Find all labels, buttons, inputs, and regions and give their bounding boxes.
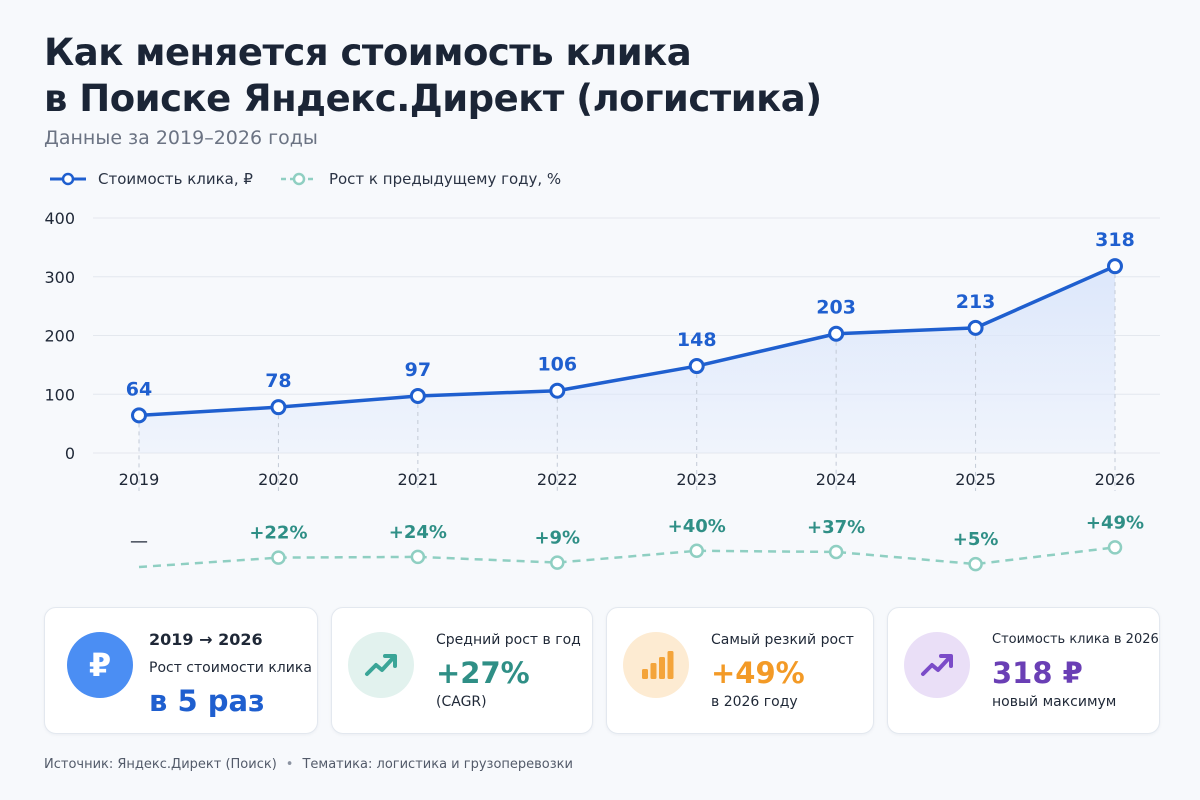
legend-marker-cost <box>50 172 86 186</box>
chart-title-line-1: Как меняется стоимость клика <box>44 31 692 74</box>
legend-marker-growth <box>280 172 317 186</box>
trend-up-icon <box>904 632 970 698</box>
card-4-caption: Стоимость клика в 2026 <box>992 632 1159 647</box>
cost-point-2021 <box>409 388 426 405</box>
card-4-value: 318 ₽ <box>992 656 1083 690</box>
cost-point-2020 <box>270 399 287 416</box>
x-tick-label: 2023 <box>676 470 717 489</box>
footer-topic: Тематика: логистика и грузоперевозки <box>302 757 573 772</box>
cost-data-label: 213 <box>956 291 996 313</box>
y-tick-label: 400 <box>44 209 75 228</box>
y-tick-label: 100 <box>44 385 75 404</box>
cost-point-2026 <box>1107 258 1123 275</box>
growth-point-2023 <box>689 543 704 559</box>
footer-separator: • <box>285 757 294 772</box>
chart-title-line-2: в Поиске Яндекс.Директ (логистика) <box>44 77 822 120</box>
card-2-sub: (CAGR) <box>436 694 487 710</box>
chart-title: Как меняется стоимость клика в Поиске Ян… <box>44 30 822 122</box>
summary-card-cost-2026: Стоимость клика в 2026 318 ₽ новый макси… <box>887 607 1160 734</box>
card-1-value: в 5 раз <box>149 684 265 718</box>
summary-card-total-growth: ₽ 2019 → 2026 Рост стоимости клика в 5 р… <box>44 607 318 734</box>
cost-data-label: 203 <box>816 297 856 319</box>
cost-data-label: 148 <box>677 329 717 351</box>
legend: Стоимость клика, ₽ Рост к предыдущему го… <box>48 170 561 188</box>
x-tick-label: 2025 <box>955 470 996 489</box>
card-3-caption: Самый резкий рост <box>711 632 854 648</box>
growth-data-label: +37% <box>807 517 865 538</box>
x-tick-label: 2019 <box>119 470 160 489</box>
x-tick-label: 2026 <box>1095 470 1136 489</box>
x-tick-label: 2020 <box>258 470 299 489</box>
footer-source: Источник: Яндекс.Директ (Поиск) <box>44 757 277 772</box>
footer: Источник: Яндекс.Директ (Поиск) • Тематика… <box>44 757 573 772</box>
line-chart: 0 100 200 300 400 2019 2020 2021 2022 2023 2024 202… <box>44 209 1160 572</box>
cost-point-2019 <box>131 407 147 424</box>
bar-chart-icon <box>623 632 689 698</box>
ruble-icon: ₽ <box>67 632 133 698</box>
growth-data-label: +40% <box>668 516 726 537</box>
y-tick-label: 300 <box>44 268 75 287</box>
growth-point-2020 <box>271 550 286 565</box>
growth-series-line <box>138 546 1116 569</box>
legend-item-growth: Рост к предыдущему году, % <box>279 170 561 188</box>
growth-data-label: +9% <box>534 528 580 549</box>
legend-label-cost: Стоимость клика, ₽ <box>98 170 253 188</box>
growth-data-label: +5% <box>953 529 999 550</box>
cost-data-label: 106 <box>537 354 577 376</box>
cost-data-label: 97 <box>405 359 431 381</box>
cost-point-2022 <box>549 382 566 399</box>
cost-point-2025 <box>967 319 984 336</box>
x-tick-label: 2024 <box>816 470 857 489</box>
card-1-period: 2019 → 2026 <box>149 630 263 649</box>
card-4-sub: новый максимум <box>992 694 1117 710</box>
cost-point-2024 <box>828 325 845 342</box>
summary-card-max-growth: Самый резкий рост +49% в 2026 году <box>606 607 874 734</box>
growth-data-label: +22% <box>249 523 307 544</box>
x-tick-label: 2021 <box>397 470 438 489</box>
trend-up-icon <box>348 632 414 698</box>
growth-data-label: — <box>130 531 148 552</box>
card-2-value: +27% <box>436 656 530 690</box>
growth-data-label: +24% <box>389 522 447 543</box>
growth-point-2022 <box>550 555 565 570</box>
growth-point-2025 <box>968 556 983 572</box>
legend-item-cost: Стоимость клика, ₽ <box>48 170 253 188</box>
cost-data-label: 318 <box>1095 229 1135 251</box>
svg-text:₽: ₽ <box>89 646 111 684</box>
cost-area-fill <box>139 266 1115 453</box>
card-1-caption: Рост стоимости клика <box>149 660 312 676</box>
chart-subtitle: Данные за 2019–2026 годы <box>44 127 318 149</box>
card-3-value: +49% <box>711 656 805 690</box>
cost-point-2023 <box>688 358 705 375</box>
card-3-sub: в 2026 году <box>711 694 798 710</box>
growth-point-2026 <box>1107 540 1123 555</box>
y-tick-label: 0 <box>65 444 75 463</box>
cost-data-label: 64 <box>126 378 152 400</box>
growth-point-2024 <box>828 544 844 560</box>
x-tick-label: 2022 <box>537 470 578 489</box>
growth-data-label: +49% <box>1086 512 1144 533</box>
card-2-caption: Средний рост в год <box>436 632 581 648</box>
legend-label-growth: Рост к предыдущему году, % <box>328 170 562 188</box>
growth-point-2021 <box>410 549 426 565</box>
y-tick-label: 200 <box>44 327 75 346</box>
cost-data-label: 78 <box>265 370 291 392</box>
cost-series-line <box>138 264 1116 418</box>
summary-card-cagr: Средний рост в год +27% (CAGR) <box>331 607 593 734</box>
